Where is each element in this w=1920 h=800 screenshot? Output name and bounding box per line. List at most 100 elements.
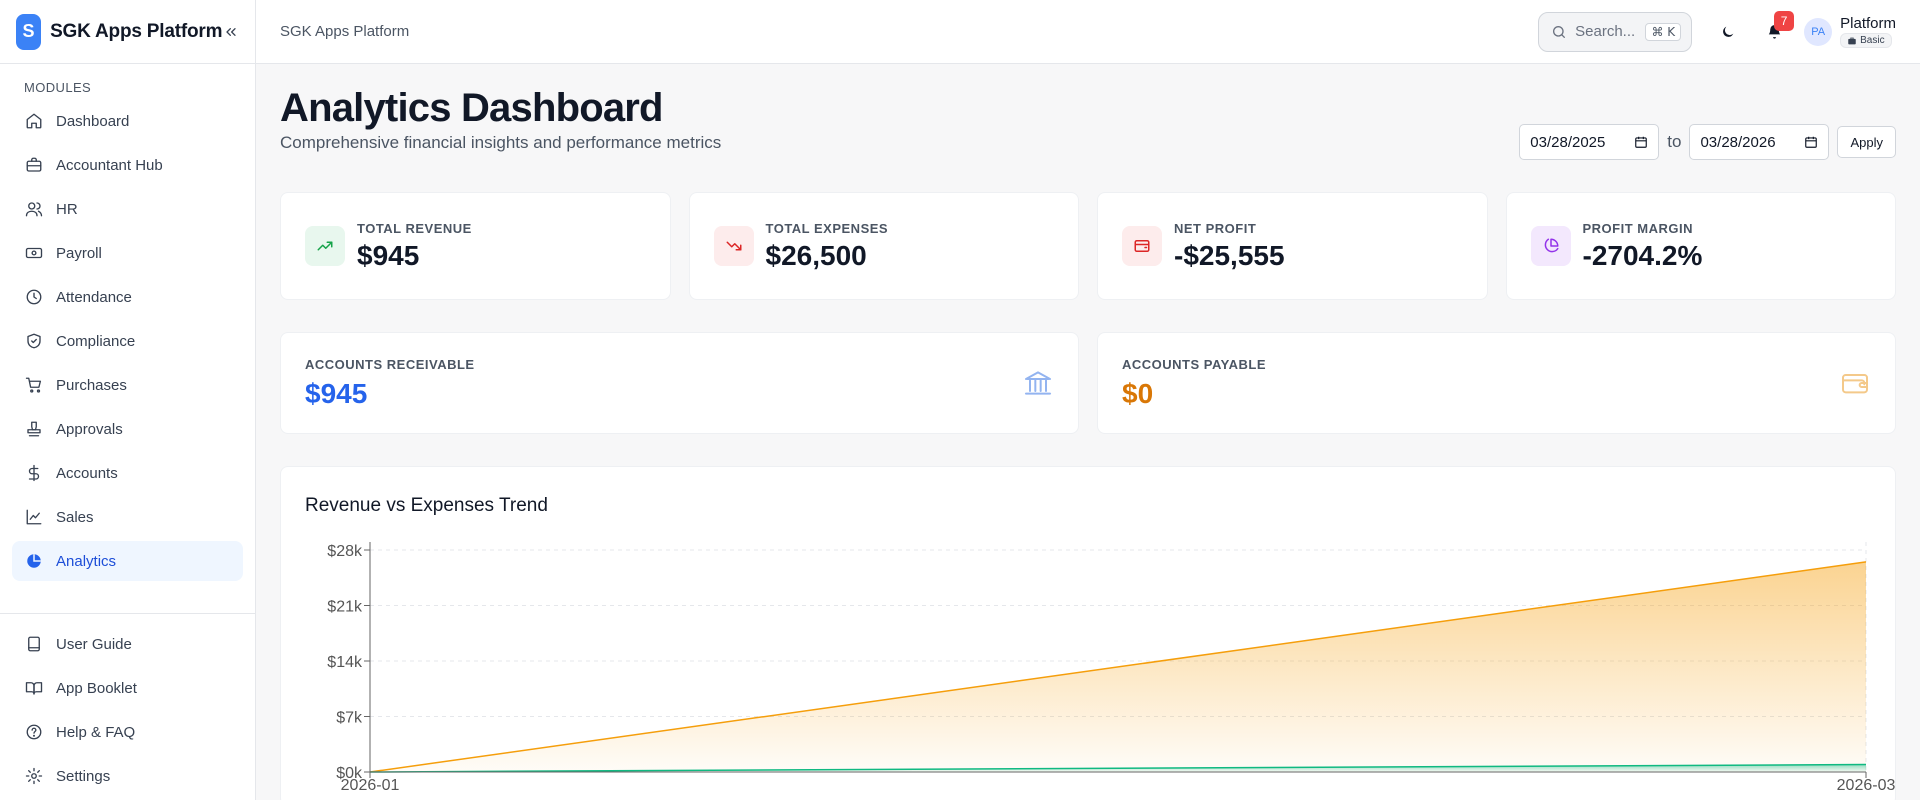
sidebar-item-app-booklet[interactable]: App Booklet bbox=[12, 668, 243, 708]
sidebar-item-label: Compliance bbox=[56, 332, 136, 350]
accounts-payable-card: ACCOUNTS PAYABLE $0 bbox=[1097, 332, 1896, 434]
page-subtitle: Comprehensive financial insights and per… bbox=[280, 133, 722, 152]
kpi-text: PROFIT MARGIN -2704.2% bbox=[1583, 221, 1703, 272]
kpi-label: TOTAL REVENUE bbox=[357, 220, 472, 236]
sidebar-item-label: Payroll bbox=[56, 244, 102, 262]
accounts-receivable-card: ACCOUNTS RECEIVABLE $945 bbox=[280, 332, 1079, 434]
pie-chart-icon bbox=[24, 551, 44, 571]
sidebar-item-accountant-hub[interactable]: Accountant Hub bbox=[12, 145, 243, 185]
sidebar-item-label: Approvals bbox=[56, 420, 123, 438]
user-menu[interactable]: Platform Basic bbox=[1840, 15, 1896, 48]
date-from-input[interactable]: 03/28/2025 bbox=[1519, 124, 1660, 160]
search-placeholder: Search... bbox=[1575, 23, 1636, 40]
sidebar-item-user-guide[interactable]: User Guide bbox=[12, 624, 243, 664]
gear-icon bbox=[24, 766, 44, 786]
users-icon bbox=[24, 199, 44, 219]
sidebar-item-attendance[interactable]: Attendance bbox=[12, 277, 243, 317]
page-header: Analytics Dashboard Comprehensive financ… bbox=[280, 64, 1896, 160]
sidebar-item-help-faq[interactable]: Help & FAQ bbox=[12, 712, 243, 752]
kpi-card-net-profit: NET PROFIT -$25,555 bbox=[1097, 192, 1488, 300]
search-input[interactable]: Search... ⌘ K bbox=[1538, 11, 1693, 52]
date-range-separator: to bbox=[1667, 132, 1682, 151]
brand-name[interactable]: SGK Apps Platform bbox=[50, 20, 223, 42]
kpi-cards: TOTAL REVENUE $945 TOTAL EXPENSES $26,50… bbox=[280, 192, 1896, 300]
sidebar-item-payroll[interactable]: Payroll bbox=[12, 233, 243, 273]
sidebar-item-label: HR bbox=[56, 200, 78, 218]
sidebar-item-purchases[interactable]: Purchases bbox=[12, 365, 243, 405]
sidebar-item-analytics[interactable]: Analytics bbox=[12, 541, 243, 581]
sidebar-item-label: Accounts bbox=[56, 464, 118, 482]
kpi-value: $26,500 bbox=[765, 239, 867, 271]
chevrons-left-icon bbox=[225, 27, 236, 36]
date-to-input[interactable]: 03/28/2026 bbox=[1689, 124, 1830, 160]
kpi-value: -$25,555 bbox=[1174, 239, 1285, 271]
kpi-icon-box bbox=[305, 226, 345, 266]
brand: S SGK Apps Platform bbox=[0, 0, 255, 64]
kpi-text: NET PROFIT -$25,555 bbox=[1174, 221, 1285, 272]
header-actions: Search... ⌘ K 7 PA Platform Basic bbox=[1538, 10, 1896, 52]
kpi-card-total-revenue: TOTAL REVENUE $945 bbox=[280, 192, 671, 300]
briefcase-icon bbox=[24, 155, 44, 175]
y-tick-label: $21k bbox=[327, 599, 363, 616]
account-cards: ACCOUNTS RECEIVABLE $945 ACCOUNTS PAYABL… bbox=[280, 332, 1896, 434]
sidebar-item-sales[interactable]: Sales bbox=[12, 497, 243, 537]
stamp-icon bbox=[24, 419, 44, 439]
header-title: SGK Apps Platform bbox=[280, 23, 410, 40]
x-tick-label: 2026-01 bbox=[341, 777, 400, 794]
search-icon bbox=[1553, 25, 1566, 38]
pie-chart-icon bbox=[1544, 238, 1558, 253]
calendar-icon bbox=[1805, 136, 1818, 148]
wallet-icon bbox=[1842, 374, 1868, 394]
date-to-value: 03/28/2026 bbox=[1700, 133, 1776, 151]
chart-title: Revenue vs Expenses Trend bbox=[305, 495, 548, 516]
acct-text: ACCOUNTS RECEIVABLE $945 bbox=[305, 357, 475, 410]
kpi-label: NET PROFIT bbox=[1174, 220, 1257, 236]
wallet-icon bbox=[1134, 240, 1150, 252]
sidebar-item-compliance[interactable]: Compliance bbox=[12, 321, 243, 361]
sidebar-item-label: Help & FAQ bbox=[56, 723, 136, 741]
sidebar-nav: Dashboard Accountant Hub HR Payroll Atte… bbox=[0, 101, 255, 581]
sidebar-footer-nav: User Guide App Booklet Help & FAQ Settin… bbox=[0, 624, 255, 796]
sidebar-item-label: Attendance bbox=[56, 288, 132, 306]
sidebar-item-dashboard[interactable]: Dashboard bbox=[12, 101, 243, 141]
sidebar-item-label: Dashboard bbox=[56, 112, 130, 130]
y-tick-label: $7k bbox=[336, 710, 363, 727]
kpi-value: $945 bbox=[357, 239, 420, 271]
book-icon bbox=[24, 634, 44, 654]
acct-label: ACCOUNTS RECEIVABLE bbox=[305, 356, 475, 372]
notifications-button[interactable]: 7 bbox=[1756, 10, 1795, 50]
sidebar-item-label: App Booklet bbox=[56, 679, 137, 697]
calendar-icon bbox=[1635, 136, 1648, 148]
acct-value: $0 bbox=[1122, 377, 1154, 409]
cart-icon bbox=[24, 375, 44, 395]
plan-label: Basic bbox=[1860, 35, 1885, 46]
page-heading: Analytics Dashboard Comprehensive financ… bbox=[280, 84, 721, 153]
sidebar-item-hr[interactable]: HR bbox=[12, 189, 243, 229]
page-title: Analytics Dashboard bbox=[280, 86, 664, 130]
acct-value: $945 bbox=[305, 377, 368, 409]
user-name: Platform bbox=[1840, 15, 1896, 32]
kpi-text: TOTAL REVENUE $945 bbox=[357, 221, 472, 272]
shield-check-icon bbox=[24, 331, 44, 351]
collapse-sidebar-button[interactable] bbox=[222, 20, 239, 44]
sidebar-item-label: User Guide bbox=[56, 635, 132, 653]
kpi-icon-box bbox=[1530, 226, 1571, 266]
home-icon bbox=[24, 111, 44, 131]
sidebar-item-approvals[interactable]: Approvals bbox=[12, 409, 243, 449]
kpi-value: -2704.2% bbox=[1582, 239, 1703, 271]
bank-icon bbox=[1025, 371, 1051, 395]
x-tick-label: 2026-03 bbox=[1837, 777, 1896, 794]
y-tick-label: $0k bbox=[336, 765, 363, 782]
search-shortcut: ⌘ K bbox=[1645, 22, 1682, 41]
date-from-value: 03/28/2025 bbox=[1530, 133, 1606, 151]
sidebar-item-settings[interactable]: Settings bbox=[12, 756, 243, 796]
help-circle-icon bbox=[24, 722, 44, 742]
sidebar-item-label: Sales bbox=[56, 508, 94, 526]
brand-logo[interactable]: S bbox=[16, 13, 42, 50]
avatar[interactable]: PA bbox=[1804, 17, 1833, 46]
sidebar-item-accounts[interactable]: Accounts bbox=[12, 453, 243, 493]
kpi-label: TOTAL EXPENSES bbox=[765, 220, 889, 236]
apply-button[interactable]: Apply bbox=[1837, 126, 1896, 158]
theme-toggle-button[interactable] bbox=[1710, 14, 1746, 50]
sidebar: S SGK Apps Platform MODULES Dashboard Ac… bbox=[0, 0, 256, 800]
